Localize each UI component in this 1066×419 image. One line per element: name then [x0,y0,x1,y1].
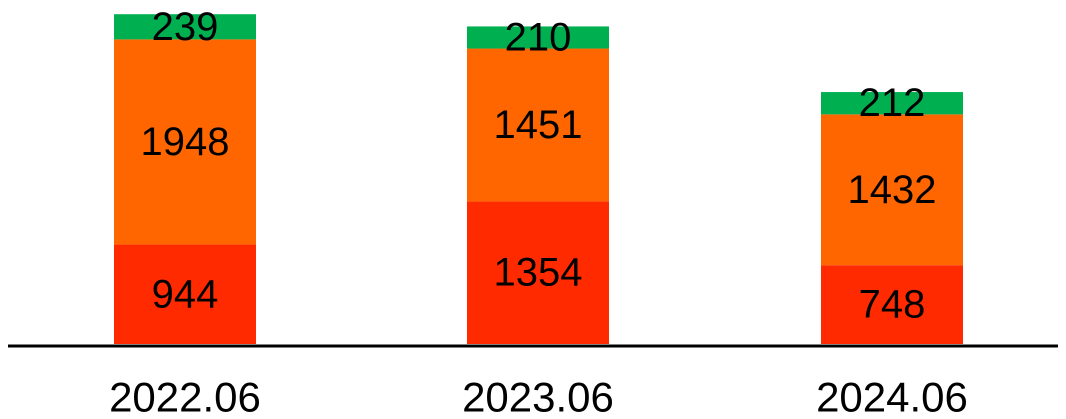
data-labels-layer: 944 1948 239 1354 1451 210 748 1432 212 [141,5,937,327]
x-tick-label: 2023.06 [462,374,614,419]
data-label: 239 [152,5,219,49]
data-label: 1354 [494,251,583,295]
bar-segment-2022-06-s2 [114,39,256,245]
data-label: 944 [152,272,219,316]
data-label: 1432 [848,168,937,212]
bar-segment-2024-06-s2 [821,114,963,266]
data-label: 1948 [141,120,230,164]
bar-segment-2022-06-s1 [114,244,256,344]
bar-segment-2023-06-s3 [467,26,609,49]
data-label: 748 [859,283,926,327]
data-label: 210 [505,15,572,59]
bar-segment-2023-06-s1 [467,201,609,344]
x-tick-label: 2022.06 [109,374,261,419]
bars-layer [114,14,963,344]
bar-segment-2024-06-s1 [821,265,963,344]
x-tick-label: 2024.06 [816,374,968,419]
x-tick-labels: 2022.06 2023.06 2024.06 [109,374,968,419]
bar-segment-2024-06-s3 [821,92,963,115]
bar-segment-2022-06-s3 [114,14,256,40]
data-label: 1451 [494,103,583,147]
data-label: 212 [859,81,926,125]
bar-segment-2023-06-s2 [467,48,609,202]
